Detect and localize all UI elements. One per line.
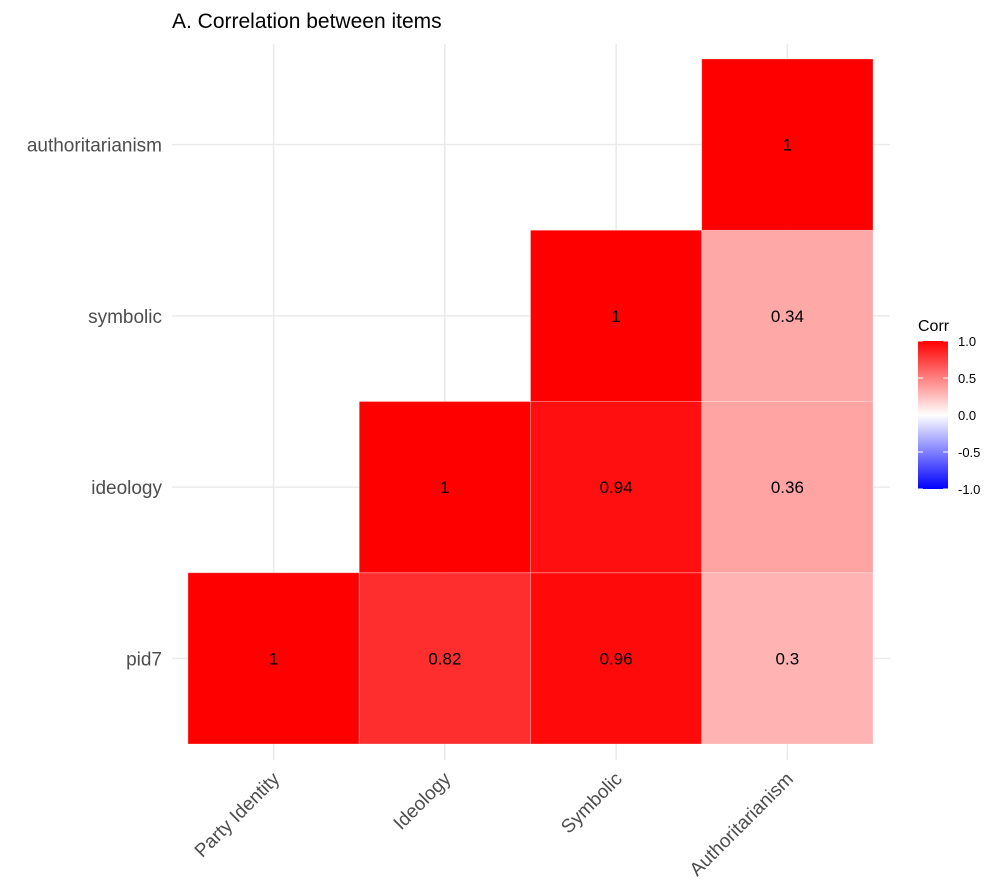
cell-label-ideology-ideology: 1 (440, 478, 449, 497)
y-axis-ticks: pid7 ideology symbolic authoritarianism (27, 136, 163, 671)
cell-label-authoritarianism-pid7: 0.3 (776, 649, 800, 668)
heatmap-cell-symbolic-ideology (530, 401, 703, 574)
cell-label-symbolic-ideology: 0.94 (600, 478, 633, 497)
cell-label-symbolic-symbolic: 1 (611, 307, 620, 326)
heatmap-cell-ideology-pid7 (358, 572, 531, 745)
cell-label-symbolic-pid7: 0.96 (600, 649, 633, 668)
heatmap-cell-party-identity-pid7 (187, 572, 360, 745)
x-tick-ideology: Ideology (390, 768, 456, 834)
legend-tick-label: 0.5 (958, 371, 976, 386)
cell-label-party-identity-pid7: 1 (269, 649, 278, 668)
x-tick-symbolic: Symbolic (557, 769, 626, 838)
cell-label-ideology-pid7: 0.82 (428, 649, 461, 668)
y-tick-symbolic: symbolic (88, 307, 162, 328)
legend-tick-label: -0.5 (958, 445, 980, 460)
color-legend: Corr 1.0 0.5 0.0 -0.5 -1.0 (918, 318, 980, 497)
chart-title: A. Correlation between items (172, 10, 442, 33)
x-tick-authoritarianism: Authoritarianism (686, 769, 798, 881)
cell-label-authoritarianism-ideology: 0.36 (771, 478, 804, 497)
legend-tick-label: 1.0 (958, 334, 976, 349)
heatmap-cell-authoritarianism-authoritarianism (701, 58, 874, 231)
heatmap-cell-authoritarianism-symbolic (701, 229, 874, 402)
cell-label-authoritarianism-symbolic: 0.34 (771, 307, 804, 326)
legend-tick-label: 0.0 (958, 408, 976, 423)
heatmap-cell-symbolic-symbolic (530, 229, 703, 402)
heatmap-cells (187, 58, 874, 745)
x-tick-party-identity: Party Identity (191, 768, 285, 862)
cell-value-labels: 1 0.82 0.96 0.3 1 0.94 0.36 1 0.34 1 (269, 136, 804, 669)
legend-title: Corr (918, 318, 950, 335)
heatmap-cell-symbolic-pid7 (530, 572, 703, 745)
y-tick-pid7: pid7 (126, 649, 162, 670)
y-tick-ideology: ideology (91, 478, 162, 499)
legend-ticks: 1.0 0.5 0.0 -0.5 -1.0 (918, 334, 980, 497)
heatmap-cell-authoritarianism-pid7 (701, 572, 874, 745)
cell-label-authoritarianism-authoritarianism: 1 (783, 136, 792, 155)
y-tick-authoritarianism: authoritarianism (27, 136, 162, 157)
legend-tick-label: -1.0 (958, 482, 980, 497)
x-axis-ticks: Party Identity Ideology Symbolic Authoritar… (191, 768, 798, 880)
